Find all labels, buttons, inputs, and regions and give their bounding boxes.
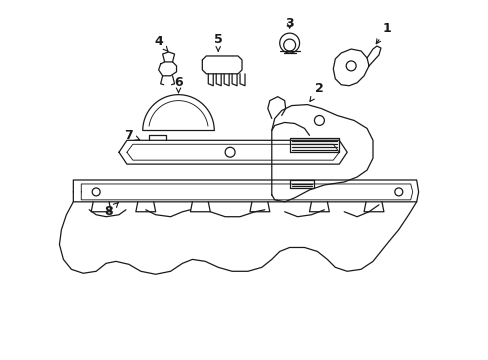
Text: 5: 5 [213,33,222,51]
Text: 4: 4 [154,35,167,51]
Text: 6: 6 [174,76,183,93]
Text: 8: 8 [104,202,118,218]
Text: 2: 2 [309,82,323,102]
Text: 3: 3 [285,17,293,30]
Text: 1: 1 [375,22,390,44]
Text: 7: 7 [124,129,140,142]
